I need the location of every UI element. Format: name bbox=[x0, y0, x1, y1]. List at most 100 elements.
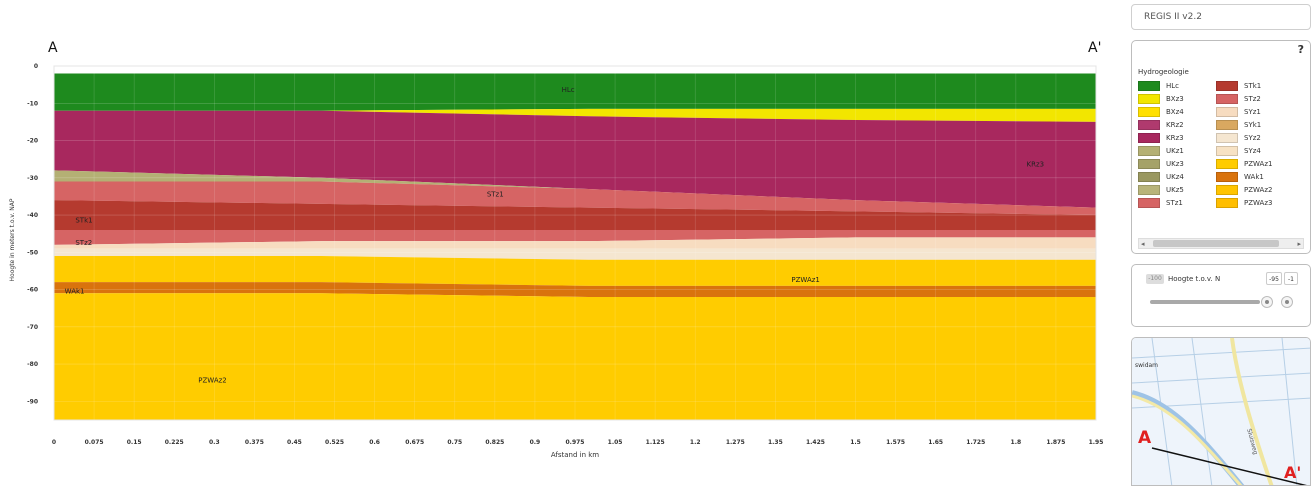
layer-hlc[interactable] bbox=[54, 73, 1096, 111]
legend-item-label: STz1 bbox=[1166, 198, 1183, 207]
y-tick-label: -80 bbox=[27, 361, 38, 368]
legend-item-label: KRz2 bbox=[1166, 120, 1184, 129]
y-tick-label: -30 bbox=[27, 175, 38, 182]
legend-item: UKz5 bbox=[1138, 183, 1184, 196]
legend-item: UKz3 bbox=[1138, 157, 1184, 170]
legend-swatch bbox=[1138, 80, 1160, 91]
layer-ukz1[interactable] bbox=[54, 170, 1096, 208]
layer-label: STk1 bbox=[75, 217, 92, 225]
y-tick-label: -40 bbox=[27, 212, 38, 219]
x-tick-label: 1.65 bbox=[928, 439, 943, 446]
y-tick-label: -90 bbox=[27, 398, 38, 405]
height-label: Hoogte t.o.v. N bbox=[1168, 275, 1221, 283]
y-tick-label: -10 bbox=[27, 100, 38, 107]
legend-swatch bbox=[1138, 184, 1160, 195]
layer-label: HLc bbox=[562, 86, 575, 94]
legend-item-label: KRz3 bbox=[1166, 133, 1184, 142]
legend-item: SYz4 bbox=[1216, 144, 1272, 157]
layer-pzwaz1[interactable] bbox=[54, 256, 1096, 286]
legend-item-label: STz2 bbox=[1244, 94, 1261, 103]
layer-stk1[interactable] bbox=[54, 200, 1096, 230]
legend-item-label: UKz4 bbox=[1166, 172, 1184, 181]
legend-column-1: HLc BXz3 BXz4 KRz2 KRz3 UKz1 UKz3 UKz4 UKz5 STz1 bbox=[1138, 79, 1184, 209]
y-axis-label: Hoogte in meters t.o.v. NAP bbox=[9, 198, 16, 281]
scroll-thumb[interactable] bbox=[1153, 240, 1279, 247]
model-select[interactable]: REGIS II v2.2 bbox=[1131, 4, 1311, 30]
legend-swatch bbox=[1216, 145, 1238, 156]
layer-syz1[interactable] bbox=[54, 237, 1096, 249]
legend-swatch bbox=[1138, 171, 1160, 182]
layer-krz3[interactable] bbox=[54, 110, 1096, 208]
layer-label: PZWAz1 bbox=[791, 276, 819, 284]
legend-item: STz1 bbox=[1138, 196, 1184, 209]
x-tick-label: 0 bbox=[52, 439, 56, 446]
x-tick-label: 1.425 bbox=[806, 439, 825, 446]
legend-item: KRz3 bbox=[1138, 131, 1184, 144]
legend-item-label: SYk1 bbox=[1244, 120, 1262, 129]
x-tick-label: 0.3 bbox=[209, 439, 220, 446]
location-map[interactable]: swidam Sluisweg A A' bbox=[1131, 337, 1311, 486]
legend-swatch bbox=[1138, 197, 1160, 208]
legend-swatch bbox=[1216, 106, 1238, 117]
legend-item: PZWAz2 bbox=[1216, 183, 1272, 196]
layer-label: WAk1 bbox=[65, 287, 85, 295]
layer-stz1[interactable] bbox=[54, 181, 1096, 216]
height-filter-panel: -100 Hoogte t.o.v. N -95 -1 bbox=[1131, 264, 1311, 327]
x-tick-label: 1.725 bbox=[966, 439, 985, 446]
scroll-left-icon[interactable]: ◂ bbox=[1141, 240, 1145, 248]
legend-item: BXz3 bbox=[1138, 92, 1184, 105]
map-background bbox=[1132, 338, 1310, 485]
y-tick-label: 0 bbox=[34, 63, 38, 70]
height-slider-handle-max[interactable] bbox=[1281, 296, 1293, 308]
legend-item: STk1 bbox=[1216, 79, 1272, 92]
x-tick-label: 0.075 bbox=[85, 439, 104, 446]
legend-item-label: WAk1 bbox=[1244, 172, 1264, 181]
x-tick-label: 0.9 bbox=[530, 439, 541, 446]
x-tick-label: 0.975 bbox=[566, 439, 585, 446]
legend-swatch bbox=[1138, 106, 1160, 117]
height-max-input[interactable]: -1 bbox=[1284, 272, 1298, 285]
legend-item: STz2 bbox=[1216, 92, 1272, 105]
section-end-label: A' bbox=[1088, 40, 1101, 56]
legend-item-label: PZWAz2 bbox=[1244, 185, 1273, 194]
height-min-input[interactable]: -95 bbox=[1266, 272, 1282, 285]
x-tick-label: 1.5 bbox=[850, 439, 861, 446]
height-slider-track[interactable] bbox=[1150, 300, 1260, 304]
legend-scrollbar[interactable]: ◂ ▸ bbox=[1138, 238, 1304, 249]
scroll-right-icon[interactable]: ▸ bbox=[1297, 240, 1301, 248]
legend-swatch bbox=[1216, 119, 1238, 130]
legend-item-label: BXz4 bbox=[1166, 107, 1184, 116]
legend-swatch bbox=[1216, 132, 1238, 143]
legend-panel: ? Hydrogeologie HLc BXz3 BXz4 KRz2 KRz3 UKz1 U… bbox=[1131, 40, 1311, 254]
plot-frame bbox=[53, 65, 1097, 421]
help-icon[interactable]: ? bbox=[1297, 43, 1304, 56]
legend-swatch bbox=[1216, 171, 1238, 182]
layer-stz2[interactable] bbox=[54, 229, 1096, 245]
legend-item-label: BXz3 bbox=[1166, 94, 1184, 103]
legend-item-label: STk1 bbox=[1244, 81, 1262, 90]
legend-swatch bbox=[1216, 80, 1238, 91]
layer-pzwaz2[interactable] bbox=[54, 293, 1096, 420]
legend-swatch bbox=[1138, 145, 1160, 156]
x-tick-label: 1.875 bbox=[1046, 439, 1065, 446]
legend-swatch bbox=[1138, 119, 1160, 130]
cross-section-svg: HLc KRz3 STz1 STk1 STz2 PZWAz1 WAk1 PZWAz2 0 -10… bbox=[9, 40, 1103, 459]
map-section-end-label: A' bbox=[1284, 463, 1302, 482]
layer-label: PZWAz2 bbox=[198, 377, 226, 385]
legend-item-label: UKz5 bbox=[1166, 185, 1184, 194]
x-tick-label: 0.375 bbox=[245, 439, 264, 446]
legend-item-label: SYz2 bbox=[1244, 133, 1261, 142]
x-tick-label: 0.675 bbox=[405, 439, 424, 446]
layer-syz2[interactable] bbox=[54, 248, 1096, 260]
legend-item: KRz2 bbox=[1138, 118, 1184, 131]
x-tick-label: 1.05 bbox=[608, 439, 623, 446]
height-toggle[interactable]: -100 bbox=[1146, 274, 1164, 284]
legend-item: BXz4 bbox=[1138, 105, 1184, 118]
legend-item-label: PZWAz3 bbox=[1244, 198, 1273, 207]
y-tick-label: -70 bbox=[27, 324, 38, 331]
legend-swatch bbox=[1216, 93, 1238, 104]
height-slider-handle-min[interactable] bbox=[1261, 296, 1273, 308]
layer-bxz3[interactable] bbox=[54, 108, 1096, 122]
legend-swatch bbox=[1138, 132, 1160, 143]
legend-item: SYz1 bbox=[1216, 105, 1272, 118]
